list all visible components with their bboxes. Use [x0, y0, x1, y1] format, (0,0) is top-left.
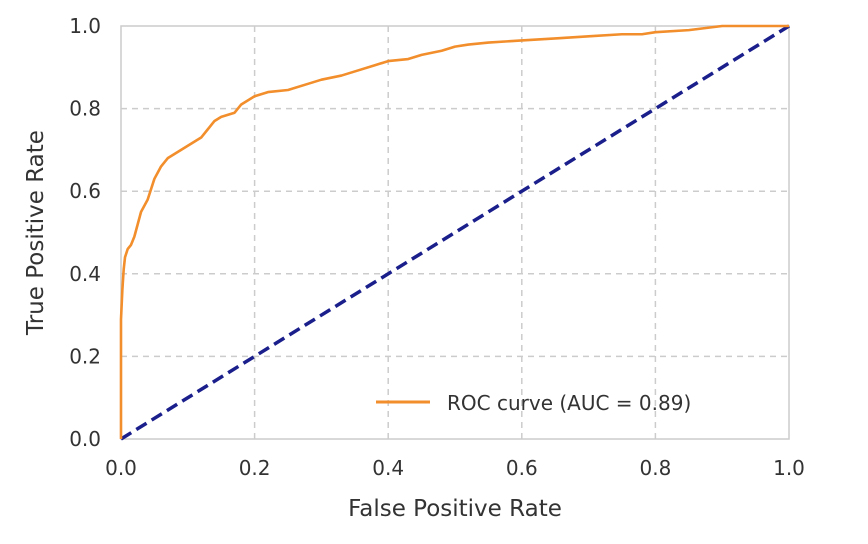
- x-tick-label: 0.6: [506, 456, 538, 480]
- y-tick-label: 0.2: [69, 344, 101, 368]
- tick-layer: 0.0 0.2 0.4 0.6 0.8 1.0 0.0 0.2 0.4 0.6 0.8 1.0: [69, 14, 805, 480]
- y-tick-label: 0.4: [69, 262, 101, 286]
- y-tick-label: 0.6: [69, 179, 101, 203]
- chance-diagonal-line: [120, 24, 790, 441]
- legend: ROC curve (AUC = 0.89): [376, 391, 691, 415]
- x-tick-label: 1.0: [773, 456, 805, 480]
- plot-frame: [120, 25, 790, 440]
- x-tick-label: 0.0: [105, 456, 137, 480]
- y-tick-label: 1.0: [69, 14, 101, 38]
- y-tick-label: 0.0: [69, 427, 101, 451]
- x-tick-label: 0.4: [372, 456, 404, 480]
- x-tick-label: 0.8: [639, 456, 671, 480]
- grid-layer: [121, 26, 789, 439]
- y-tick-label: 0.8: [69, 97, 101, 121]
- y-axis-label: True Positive Rate: [23, 130, 49, 336]
- x-axis-label: False Positive Rate: [348, 496, 562, 522]
- roc-curve-line: [119, 24, 789, 439]
- series-layer: [119, 24, 790, 441]
- legend-label-roc: ROC curve (AUC = 0.89): [447, 391, 691, 415]
- x-tick-label: 0.2: [239, 456, 271, 480]
